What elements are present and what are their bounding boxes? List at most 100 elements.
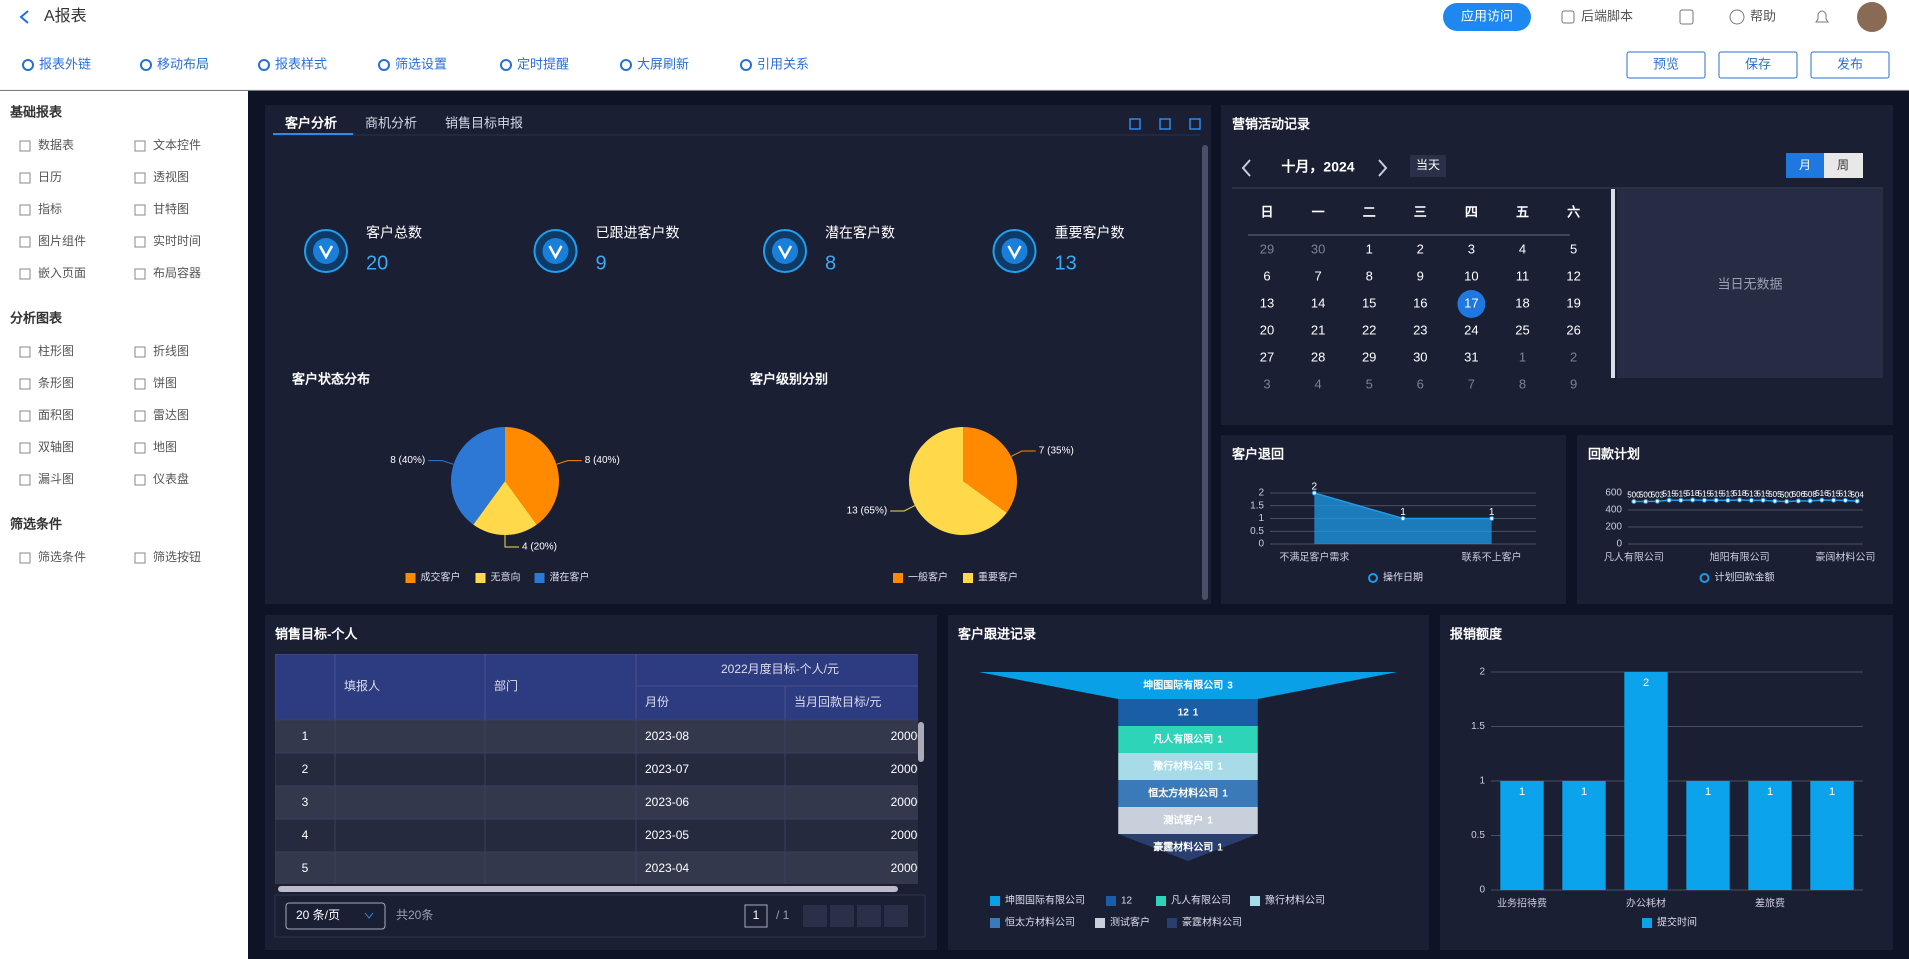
- widget-tool[interactable]: [1159, 118, 1171, 130]
- day[interactable]: 9: [1417, 268, 1424, 283]
- page-nav[interactable]: [803, 905, 827, 927]
- toolbar-item[interactable]: 引用关系: [757, 56, 809, 71]
- day[interactable]: 29: [1362, 349, 1376, 364]
- day[interactable]: 17: [1464, 295, 1478, 310]
- toolbar-item[interactable]: 大屏刷新: [637, 56, 689, 71]
- day[interactable]: 4: [1314, 376, 1321, 391]
- page-nav[interactable]: [857, 905, 881, 927]
- day[interactable]: 31: [1464, 349, 1478, 364]
- legend-label[interactable]: 提交时间: [1657, 916, 1697, 929]
- day[interactable]: 29: [1260, 241, 1274, 256]
- tab[interactable]: 销售目标申报: [445, 115, 523, 130]
- action-button[interactable]: 预览: [1653, 56, 1679, 71]
- widget-tool[interactable]: [1129, 118, 1141, 130]
- day[interactable]: 3: [1263, 376, 1270, 391]
- today-button[interactable]: 当天: [1416, 158, 1440, 172]
- day[interactable]: 28: [1311, 349, 1325, 364]
- legend-label[interactable]: 无意向: [491, 571, 521, 584]
- page-size-box[interactable]: [285, 902, 386, 930]
- action-button[interactable]: 发布: [1837, 56, 1863, 71]
- day[interactable]: 7: [1468, 376, 1475, 391]
- day[interactable]: 1: [1519, 349, 1526, 364]
- sidebar-item[interactable]: 雷达图: [153, 408, 189, 422]
- toolbar-item[interactable]: 定时提醒: [517, 56, 569, 71]
- legend-label[interactable]: 操作日期: [1383, 571, 1423, 584]
- sidebar-item[interactable]: 漏斗图: [38, 472, 74, 486]
- access-button[interactable]: 应用访问: [1461, 8, 1513, 23]
- legend-label[interactable]: 潜在客户: [550, 571, 590, 584]
- day[interactable]: 14: [1311, 295, 1325, 310]
- legend-label[interactable]: 重要客户: [978, 571, 1018, 584]
- toolbar-item[interactable]: 移动布局: [157, 56, 209, 71]
- sidebar-item[interactable]: 嵌入页面: [38, 266, 86, 280]
- legend-label[interactable]: 豪霆材料公司: [1182, 916, 1242, 929]
- day[interactable]: 23: [1413, 322, 1427, 337]
- widget-tool[interactable]: [1189, 118, 1201, 130]
- back-button[interactable]: [19, 10, 29, 24]
- day[interactable]: 6: [1263, 268, 1270, 283]
- legend-label[interactable]: 一般客户: [908, 571, 948, 584]
- day[interactable]: 4: [1519, 241, 1526, 256]
- legend-label[interactable]: 坤图国际有限公司: [1005, 894, 1085, 907]
- sidebar-item[interactable]: 饼图: [153, 376, 177, 390]
- day[interactable]: 21: [1311, 322, 1325, 337]
- day[interactable]: 19: [1566, 295, 1580, 310]
- day[interactable]: 15: [1362, 295, 1376, 310]
- day[interactable]: 8: [1366, 268, 1373, 283]
- sidebar-item[interactable]: 仪表盘: [153, 471, 189, 486]
- day[interactable]: 9: [1570, 376, 1577, 391]
- prev-month[interactable]: [1241, 159, 1251, 177]
- bell-icon[interactable]: [1815, 10, 1829, 23]
- day[interactable]: 25: [1515, 322, 1529, 337]
- action-button[interactable]: 保存: [1745, 56, 1771, 71]
- sidebar-item[interactable]: 指标: [38, 201, 62, 216]
- sidebar-item[interactable]: 文本控件: [153, 137, 201, 152]
- page-nav[interactable]: [884, 905, 908, 927]
- day[interactable]: 6: [1417, 376, 1424, 391]
- sidebar-item[interactable]: 双轴图: [38, 439, 74, 454]
- day[interactable]: 16: [1413, 295, 1427, 310]
- toolbar-item[interactable]: 报表样式: [275, 56, 327, 71]
- sidebar-item[interactable]: 地图: [153, 440, 177, 454]
- day[interactable]: 11: [1516, 268, 1530, 283]
- avatar[interactable]: [1857, 2, 1887, 32]
- sidebar-item[interactable]: 图片组件: [38, 234, 86, 248]
- script-button[interactable]: 后端脚本: [1581, 8, 1633, 23]
- tab[interactable]: 客户分析: [285, 115, 337, 130]
- legend-label[interactable]: 12: [1121, 896, 1133, 907]
- day[interactable]: 22: [1362, 322, 1376, 337]
- day[interactable]: 12: [1566, 268, 1580, 283]
- legend-label[interactable]: 计划回款金额: [1715, 571, 1775, 584]
- sidebar-item[interactable]: 甘特图: [153, 201, 189, 216]
- day[interactable]: 30: [1413, 349, 1427, 364]
- day[interactable]: 13: [1260, 295, 1274, 310]
- day[interactable]: 7: [1314, 268, 1321, 283]
- view-month[interactable]: 月: [1799, 158, 1811, 172]
- day[interactable]: 3: [1468, 241, 1475, 256]
- tab[interactable]: 商机分析: [365, 115, 417, 130]
- day[interactable]: 2: [1570, 349, 1577, 364]
- next-month[interactable]: [1378, 159, 1388, 177]
- day[interactable]: 30: [1311, 241, 1325, 256]
- sidebar-item[interactable]: 实时时间: [153, 233, 201, 248]
- legend-label[interactable]: 凡人有限公司: [1171, 894, 1231, 907]
- sidebar-item[interactable]: 筛选条件: [38, 549, 86, 564]
- help-button[interactable]: 帮助: [1750, 8, 1776, 23]
- day[interactable]: 18: [1515, 295, 1529, 310]
- day[interactable]: 2: [1417, 241, 1424, 256]
- sidebar-item[interactable]: 数据表: [38, 137, 74, 152]
- legend-label[interactable]: 恒太方材料公司: [1005, 916, 1075, 929]
- day[interactable]: 10: [1464, 268, 1478, 283]
- day[interactable]: 27: [1260, 349, 1274, 364]
- day[interactable]: 5: [1570, 241, 1577, 256]
- toolbar-item[interactable]: 报表外链: [39, 56, 91, 71]
- sidebar-item[interactable]: 日历: [38, 170, 62, 184]
- sidebar-item[interactable]: 条形图: [38, 376, 74, 390]
- sidebar-item[interactable]: 折线图: [153, 343, 189, 358]
- day[interactable]: 1: [1366, 241, 1373, 256]
- day[interactable]: 26: [1566, 322, 1580, 337]
- sidebar-item[interactable]: 筛选按钮: [153, 549, 201, 564]
- sidebar-item[interactable]: 透视图: [153, 169, 189, 184]
- sidebar-item[interactable]: 布局容器: [153, 265, 201, 280]
- legend-label[interactable]: 测试客户: [1110, 916, 1150, 929]
